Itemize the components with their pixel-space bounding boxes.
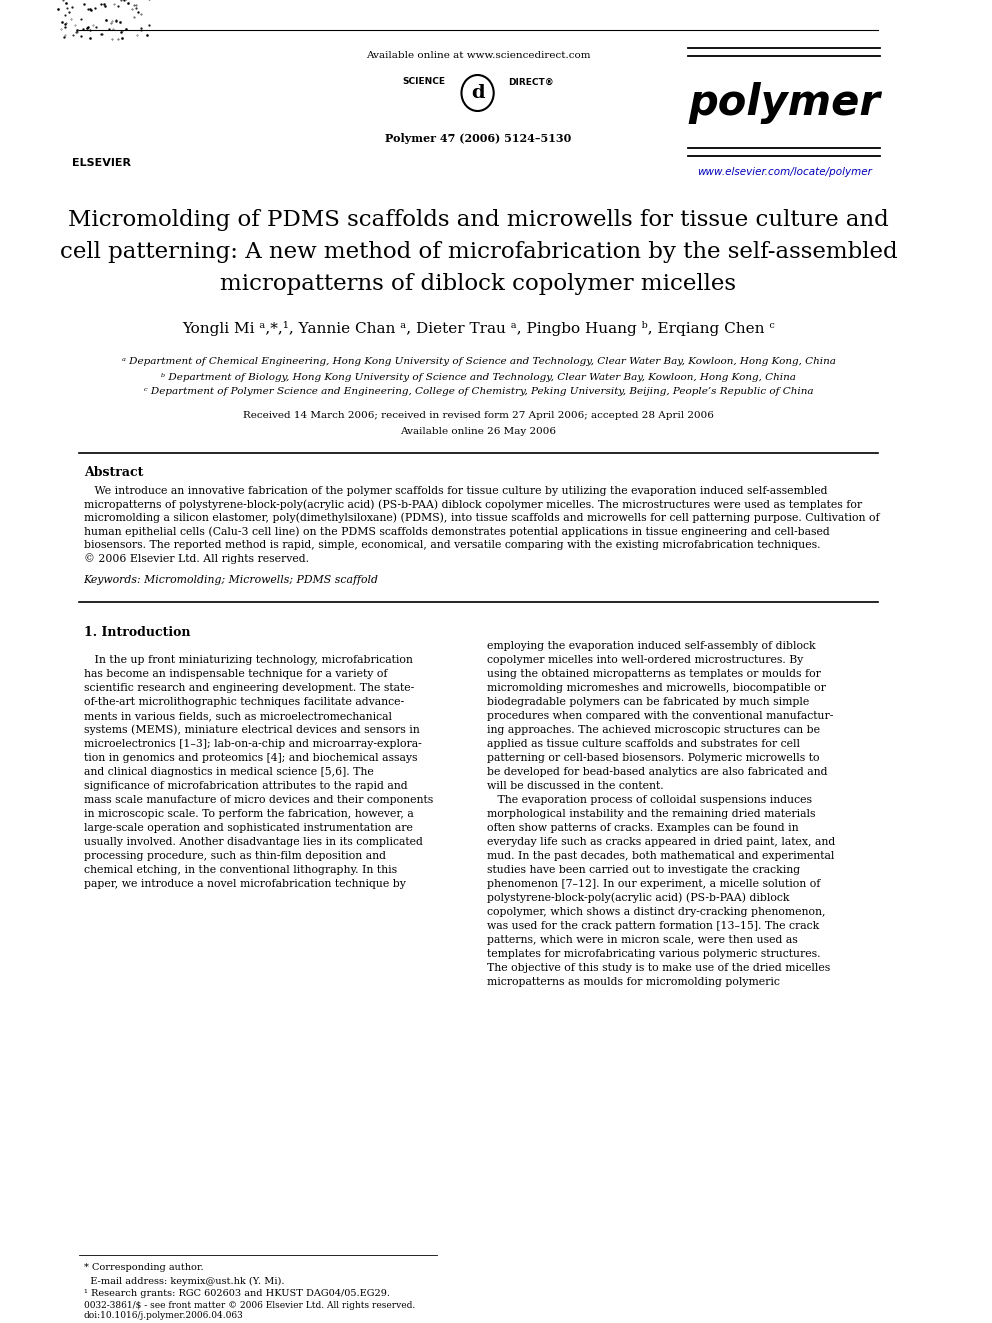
Text: Available online 26 May 2006: Available online 26 May 2006	[401, 426, 557, 435]
Text: ing approaches. The achieved microscopic structures can be: ing approaches. The achieved microscopic…	[486, 725, 819, 736]
Text: procedures when compared with the conventional manufactur-: procedures when compared with the conven…	[486, 710, 833, 721]
Text: ᵇ Department of Biology, Hong Kong University of Science and Technology, Clear W: ᵇ Department of Biology, Hong Kong Unive…	[161, 373, 796, 381]
Text: was used for the crack pattern formation [13–15]. The crack: was used for the crack pattern formation…	[486, 921, 818, 931]
Text: Polymer 47 (2006) 5124–5130: Polymer 47 (2006) 5124–5130	[385, 132, 571, 143]
Text: paper, we introduce a novel microfabrication technique by: paper, we introduce a novel microfabrica…	[83, 878, 406, 889]
Text: copolymer, which shows a distinct dry-cracking phenomenon,: copolymer, which shows a distinct dry-cr…	[486, 908, 825, 917]
Text: micropatterns of polystyrene-block-poly(acrylic acid) (PS-b-PAA) diblock copolym: micropatterns of polystyrene-block-poly(…	[83, 499, 862, 509]
Text: Keywords: Micromolding; Microwells; PDMS scaffold: Keywords: Micromolding; Microwells; PDMS…	[83, 576, 379, 585]
Text: significance of microfabrication attributes to the rapid and: significance of microfabrication attribu…	[83, 781, 408, 791]
Text: ᶜ Department of Polymer Science and Engineering, College of Chemistry, Peking Un: ᶜ Department of Polymer Science and Engi…	[144, 388, 813, 397]
Text: ¹ Research grants: RGC 602603 and HKUST DAG04/05.EG29.: ¹ Research grants: RGC 602603 and HKUST …	[83, 1290, 390, 1298]
Text: has become an indispensable technique for a variety of: has become an indispensable technique fo…	[83, 669, 387, 679]
Text: The evaporation process of colloidal suspensions induces: The evaporation process of colloidal sus…	[486, 795, 811, 804]
Text: usually involved. Another disadvantage lies in its complicated: usually involved. Another disadvantage l…	[83, 837, 423, 847]
Text: E-mail address: keymix@ust.hk (Y. Mi).: E-mail address: keymix@ust.hk (Y. Mi).	[83, 1277, 284, 1286]
Text: polystyrene-block-poly(acrylic acid) (PS-b-PAA) diblock: polystyrene-block-poly(acrylic acid) (PS…	[486, 893, 789, 904]
Text: and clinical diagnostics in medical science [5,6]. The: and clinical diagnostics in medical scie…	[83, 767, 373, 777]
Text: d: d	[471, 83, 484, 102]
Text: SCIENCE: SCIENCE	[403, 78, 445, 86]
Text: Received 14 March 2006; received in revised form 27 April 2006; accepted 28 Apri: Received 14 March 2006; received in revi…	[243, 411, 714, 421]
Text: templates for microfabricating various polymeric structures.: templates for microfabricating various p…	[486, 949, 820, 959]
Text: doi:10.1016/j.polymer.2006.04.063: doi:10.1016/j.polymer.2006.04.063	[83, 1311, 243, 1320]
Text: micropatterns as moulds for micromolding polymeric: micropatterns as moulds for micromolding…	[486, 976, 780, 987]
Text: We introduce an innovative fabrication of the polymer scaffolds for tissue cultu: We introduce an innovative fabrication o…	[83, 486, 827, 496]
Text: large-scale operation and sophisticated instrumentation are: large-scale operation and sophisticated …	[83, 823, 413, 833]
Text: be developed for bead-based analytics are also fabricated and: be developed for bead-based analytics ar…	[486, 767, 827, 777]
Text: polymer: polymer	[688, 82, 881, 124]
Text: everyday life such as cracks appeared in dried paint, latex, and: everyday life such as cracks appeared in…	[486, 837, 835, 847]
Text: Micromolding of PDMS scaffolds and microwells for tissue culture and: Micromolding of PDMS scaffolds and micro…	[68, 209, 889, 232]
Text: often show patterns of cracks. Examples can be found in: often show patterns of cracks. Examples …	[486, 823, 799, 833]
Text: mass scale manufacture of micro devices and their components: mass scale manufacture of micro devices …	[83, 795, 433, 804]
Text: Available online at www.sciencedirect.com: Available online at www.sciencedirect.co…	[366, 50, 590, 60]
Text: patterning or cell-based biosensors. Polymeric microwells to: patterning or cell-based biosensors. Pol…	[486, 753, 819, 763]
Text: biosensors. The reported method is rapid, simple, economical, and versatile comp: biosensors. The reported method is rapid…	[83, 540, 820, 550]
Text: morphological instability and the remaining dried materials: morphological instability and the remain…	[486, 808, 815, 819]
Text: employing the evaporation induced self-assembly of diblock: employing the evaporation induced self-a…	[486, 642, 815, 651]
Text: * Corresponding author.: * Corresponding author.	[83, 1263, 203, 1273]
Text: ments in various fields, such as microelectromechanical: ments in various fields, such as microel…	[83, 710, 392, 721]
Text: ᵃ Department of Chemical Engineering, Hong Kong University of Science and Techno: ᵃ Department of Chemical Engineering, Ho…	[122, 357, 835, 366]
Text: Yongli Mi ᵃ,*,¹, Yannie Chan ᵃ, Dieter Trau ᵃ, Pingbo Huang ᵇ, Erqiang Chen ᶜ: Yongli Mi ᵃ,*,¹, Yannie Chan ᵃ, Dieter T…	[183, 320, 775, 336]
Text: 1. Introduction: 1. Introduction	[83, 626, 190, 639]
Text: studies have been carried out to investigate the cracking: studies have been carried out to investi…	[486, 865, 800, 875]
Text: patterns, which were in micron scale, were then used as: patterns, which were in micron scale, we…	[486, 935, 798, 945]
Text: © 2006 Elsevier Ltd. All rights reserved.: © 2006 Elsevier Ltd. All rights reserved…	[83, 553, 309, 564]
Text: systems (MEMS), miniature electrical devices and sensors in: systems (MEMS), miniature electrical dev…	[83, 725, 420, 736]
Text: chemical etching, in the conventional lithography. In this: chemical etching, in the conventional li…	[83, 865, 397, 875]
Text: cell patterning: A new method of microfabrication by the self-assembled: cell patterning: A new method of microfa…	[60, 241, 898, 263]
Text: In the up front miniaturizing technology, microfabrication: In the up front miniaturizing technology…	[83, 655, 413, 665]
Text: Abstract: Abstract	[83, 466, 143, 479]
Text: micropatterns of diblock copolymer micelles: micropatterns of diblock copolymer micel…	[220, 273, 736, 295]
Text: phenomenon [7–12]. In our experiment, a micelle solution of: phenomenon [7–12]. In our experiment, a …	[486, 878, 820, 889]
Text: microelectronics [1–3]; lab-on-a-chip and microarray-explora-: microelectronics [1–3]; lab-on-a-chip an…	[83, 740, 422, 749]
Text: using the obtained micropatterns as templates or moulds for: using the obtained micropatterns as temp…	[486, 669, 820, 679]
Text: tion in genomics and proteomics [4]; and biochemical assays: tion in genomics and proteomics [4]; and…	[83, 753, 418, 763]
Text: human epithelial cells (Calu-3 cell line) on the PDMS scaffolds demonstrates pot: human epithelial cells (Calu-3 cell line…	[83, 527, 829, 537]
Text: copolymer micelles into well-ordered microstructures. By: copolymer micelles into well-ordered mic…	[486, 655, 803, 665]
Text: processing procedure, such as thin-film deposition and: processing procedure, such as thin-film …	[83, 851, 386, 861]
Text: will be discussed in the content.: will be discussed in the content.	[486, 781, 664, 791]
Text: of-the-art microlithographic techniques facilitate advance-: of-the-art microlithographic techniques …	[83, 697, 404, 706]
Text: The objective of this study is to make use of the dried micelles: The objective of this study is to make u…	[486, 963, 829, 972]
Text: 0032-3861/$ - see front matter © 2006 Elsevier Ltd. All rights reserved.: 0032-3861/$ - see front matter © 2006 El…	[83, 1301, 415, 1310]
Text: micromolding a silicon elastomer, poly(dimethylsiloxane) (PDMS), into tissue sca: micromolding a silicon elastomer, poly(d…	[83, 513, 879, 524]
Text: DIRECT®: DIRECT®	[509, 78, 555, 86]
Text: scientific research and engineering development. The state-: scientific research and engineering deve…	[83, 683, 414, 693]
Text: applied as tissue culture scaffolds and substrates for cell: applied as tissue culture scaffolds and …	[486, 740, 800, 749]
Text: biodegradable polymers can be fabricated by much simple: biodegradable polymers can be fabricated…	[486, 697, 808, 706]
Text: in microscopic scale. To perform the fabrication, however, a: in microscopic scale. To perform the fab…	[83, 808, 414, 819]
Text: micromolding micromeshes and microwells, biocompatible or: micromolding micromeshes and microwells,…	[486, 683, 825, 693]
Text: www.elsevier.com/locate/polymer: www.elsevier.com/locate/polymer	[697, 167, 872, 177]
Text: mud. In the past decades, both mathematical and experimental: mud. In the past decades, both mathemati…	[486, 851, 834, 861]
Text: ELSEVIER: ELSEVIER	[72, 157, 131, 168]
